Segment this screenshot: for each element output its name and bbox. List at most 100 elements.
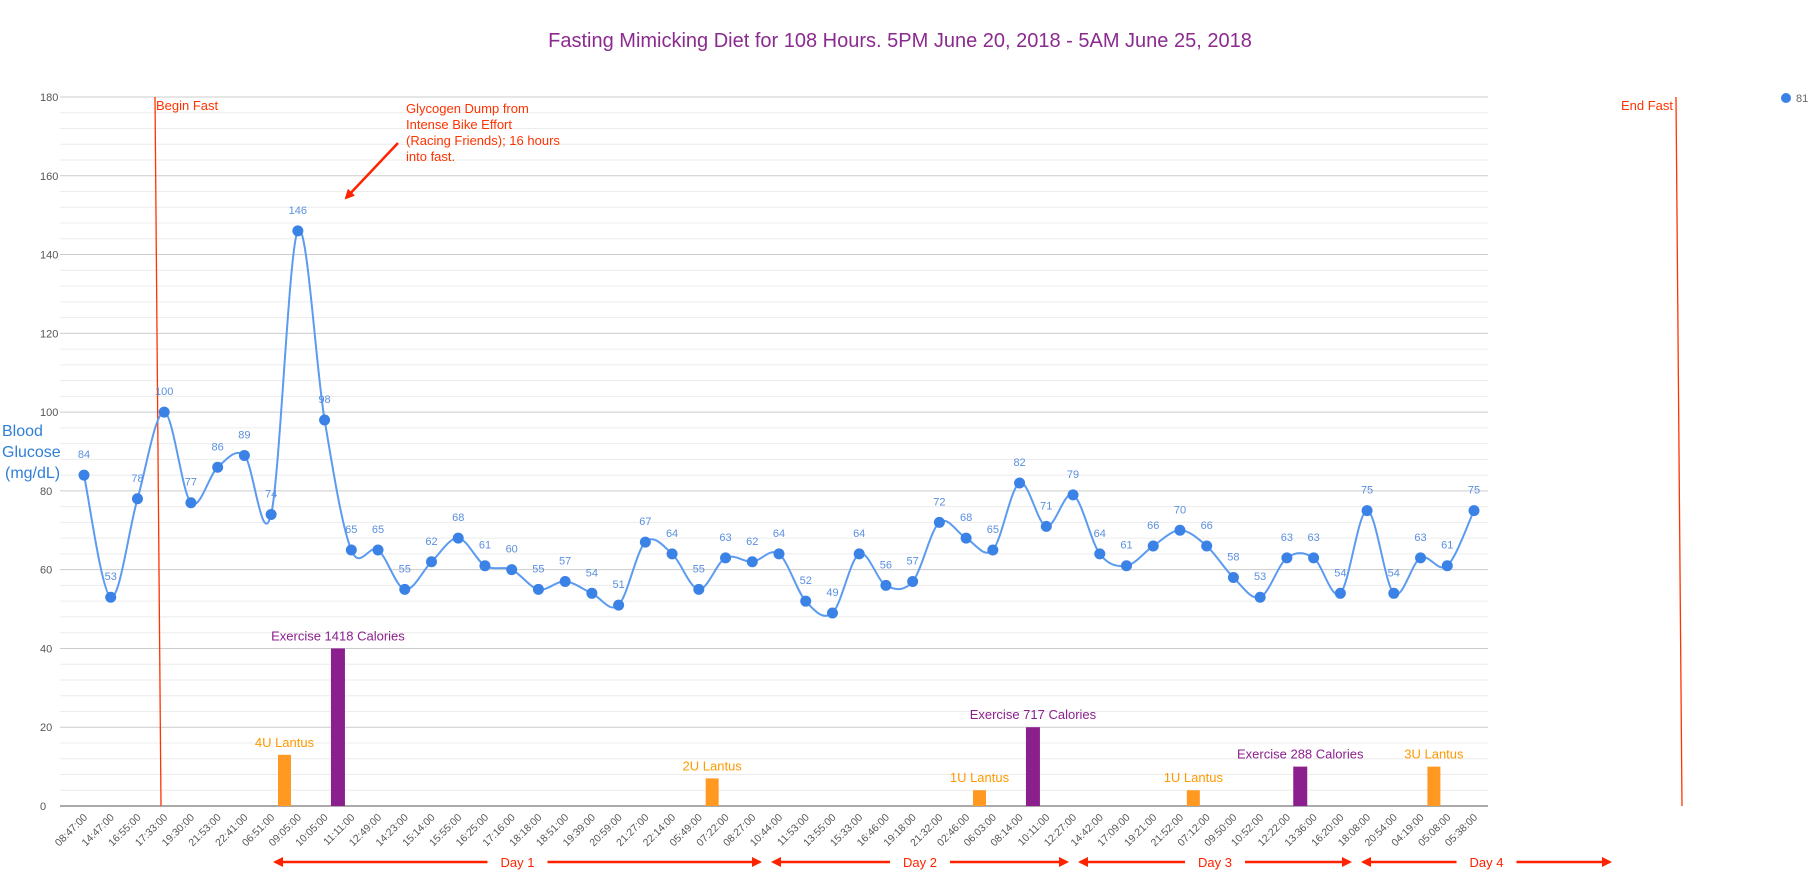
glucose-point xyxy=(506,564,518,576)
y-tick-label: 60 xyxy=(40,565,52,577)
glucose-data-label: 63 xyxy=(1281,532,1293,544)
glucose-point xyxy=(1415,552,1427,564)
glucose-point xyxy=(853,548,865,560)
glucose-point xyxy=(1201,540,1213,552)
glucose-data-label: 61 xyxy=(1441,540,1453,552)
glucose-point xyxy=(1227,572,1239,584)
lantus-bar-label: 1U Lantus xyxy=(950,770,1010,785)
glucose-point xyxy=(1468,505,1480,517)
glucose-point xyxy=(800,595,812,607)
glucose-data-label: 75 xyxy=(1468,485,1480,497)
y-axis-label: Blood Glucose (mg/dL) xyxy=(2,423,61,482)
glucose-point xyxy=(1040,520,1052,532)
glucose-data-label: 146 xyxy=(289,205,307,217)
glucose-data-label: 64 xyxy=(773,528,785,540)
glucose-data-label: 84 xyxy=(78,449,90,461)
y-axis-label-line: Blood xyxy=(2,423,43,440)
day-label: Day 3 xyxy=(1198,855,1232,870)
exercise-bar xyxy=(1293,766,1308,806)
glucose-data-label: 62 xyxy=(425,536,437,548)
glucose-data-label: 52 xyxy=(800,575,812,587)
glucose-point xyxy=(1308,552,1320,564)
glucose-data-label: 49 xyxy=(826,587,838,599)
y-tick-label: 140 xyxy=(40,250,58,262)
y-axis: 0 20 40 60 80 100 120 140 160 180 xyxy=(40,92,58,813)
glucose-point xyxy=(1254,591,1266,603)
glucose-point xyxy=(292,225,304,237)
end-fast-label: End Fast xyxy=(1621,98,1673,113)
y-axis-label-line: (mg/dL) xyxy=(5,465,60,482)
day-label: Day 2 xyxy=(903,855,937,870)
glucose-point xyxy=(773,548,785,560)
glucose-data-label: 64 xyxy=(1094,528,1106,540)
glucose-data-label: 57 xyxy=(907,555,919,567)
y-tick-label: 80 xyxy=(40,486,52,498)
exercise-bar-label: Exercise 717 Calories xyxy=(970,707,1097,722)
lantus-bar-label: 3U Lantus xyxy=(1404,747,1464,762)
glucose-point xyxy=(826,607,838,619)
glucose-point xyxy=(532,583,544,595)
glucose-point xyxy=(987,544,999,556)
glucose-data-label: 70 xyxy=(1174,504,1186,516)
lantus-bar-label: 4U Lantus xyxy=(255,735,315,750)
glucose-point xyxy=(345,544,357,556)
glucose-data-label: 68 xyxy=(452,512,464,524)
glucose-data-label: 63 xyxy=(1307,532,1319,544)
y-tick-label: 180 xyxy=(40,92,58,104)
glucose-point xyxy=(1334,587,1346,599)
lantus-bar-label: 2U Lantus xyxy=(683,758,743,773)
glucose-data-label: 86 xyxy=(212,441,224,453)
glucose-point xyxy=(880,579,892,591)
glucose-point xyxy=(639,536,651,548)
glucose-data-label: 65 xyxy=(372,524,384,536)
grid xyxy=(60,96,1488,807)
legend-label: 81 xyxy=(1796,93,1808,105)
glucose-point xyxy=(185,497,197,509)
glucose-point xyxy=(1014,477,1026,489)
glucose-point xyxy=(1174,524,1186,536)
glucose-data-label: 77 xyxy=(185,477,197,489)
glucose-data-label: 82 xyxy=(1013,457,1025,469)
glucose-point xyxy=(960,532,972,544)
glucose-point xyxy=(158,406,170,418)
begin-fast-label: Begin Fast xyxy=(156,98,219,113)
glucose-point xyxy=(720,552,732,564)
glucose-point xyxy=(1094,548,1106,560)
glucose-data-label: 68 xyxy=(960,512,972,524)
glucose-data-label: 98 xyxy=(318,394,330,406)
exercise-bar-label: Exercise 1418 Calories xyxy=(271,628,405,643)
glucose-data-label: 56 xyxy=(880,559,892,571)
event-bars: 4U Lantus Exercise 1418 Calories 2U Lantus… xyxy=(255,628,1464,806)
lantus-bar xyxy=(1186,790,1200,806)
glucose-point xyxy=(1388,587,1400,599)
glucose-data-label: 74 xyxy=(265,489,277,501)
exercise-bar-label: Exercise 288 Calories xyxy=(1237,747,1364,762)
glucose-point xyxy=(693,583,705,595)
glucose-data-label: 79 xyxy=(1067,469,1079,481)
glucose-data-label: 89 xyxy=(238,429,250,441)
glucose-point xyxy=(933,516,945,528)
glucose-point xyxy=(1281,552,1293,564)
glucose-point xyxy=(479,560,491,572)
glucose-data-label: 65 xyxy=(987,524,999,536)
glucose-point xyxy=(586,587,598,599)
lantus-bar xyxy=(1427,766,1441,806)
glucose-point xyxy=(238,449,250,461)
glucose-data-label: 65 xyxy=(345,524,357,536)
glucose-point xyxy=(426,556,437,568)
glucose-data-label: 64 xyxy=(853,528,865,540)
y-tick-label: 120 xyxy=(40,328,58,340)
glucose-points: 84 53 78 100 77 86 89 74 146 98 65 65 55 62 68 61 60 55 57… xyxy=(78,205,1480,619)
glucose-point xyxy=(907,575,919,587)
glucose-data-label: 55 xyxy=(399,563,411,575)
glucose-data-label: 67 xyxy=(639,516,651,528)
glucose-point xyxy=(1441,560,1453,572)
lantus-bar xyxy=(277,754,291,806)
glycogen-note-line: Intense Bike Effort xyxy=(406,117,512,132)
glucose-point xyxy=(1147,540,1159,552)
glucose-data-label: 54 xyxy=(586,567,598,579)
y-tick-label: 20 xyxy=(40,722,52,734)
glucose-data-label: 66 xyxy=(1147,520,1159,532)
